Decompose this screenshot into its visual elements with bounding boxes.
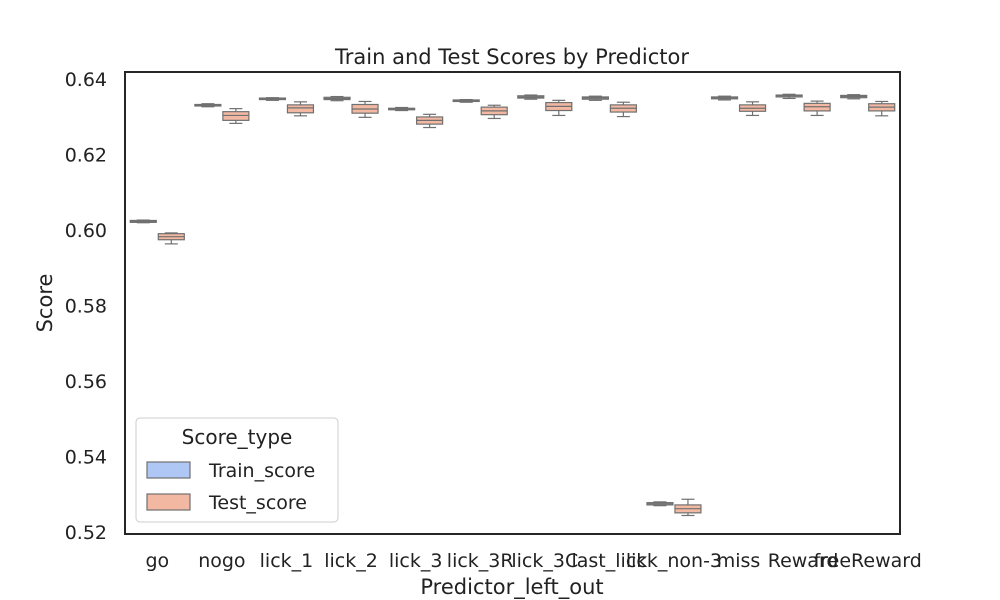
x-tick-label: miss (717, 550, 761, 572)
chart-title: Train and Test Scores by Predictor (334, 45, 689, 69)
box-Train_score-lick_non-3 (646, 501, 674, 507)
legend-swatch-train (146, 461, 191, 479)
legend: Score_type Train_score Test_score (135, 417, 339, 523)
box-body (286, 104, 315, 114)
box-Test_score-nogo (222, 108, 250, 124)
y-tick-label: 0.58 (65, 295, 107, 317)
y-tick-label: 0.56 (65, 371, 107, 393)
x-tick-label: lick_3R (447, 550, 514, 572)
legend-label-test: Test_score (208, 492, 307, 514)
box-Test_score-freeReward (868, 100, 896, 117)
box-Test_score-Reward (803, 100, 831, 117)
box-Test_score-lick_2 (351, 100, 379, 118)
box-Train_score-go (129, 219, 157, 224)
plot-frame (124, 71, 901, 535)
box-Train_score-lick_3 (388, 106, 416, 112)
box-Test_score-lick_1 (286, 101, 315, 117)
box-Test_score-last_lick (609, 101, 637, 118)
box-Test_score-lick_non-3 (674, 498, 702, 517)
box-Train_score-lick_1 (258, 97, 287, 101)
box-Test_score-lick_3 (416, 113, 444, 129)
x-tick-label: go (145, 550, 169, 572)
x-tick-label: lick_2 (324, 550, 378, 572)
x-tick-label: lick_3 (389, 550, 443, 572)
legend-title: Score_type (182, 425, 293, 449)
y-tick-label: 0.54 (65, 447, 107, 469)
box-Test_score-lick_3C (545, 99, 573, 117)
box-Train_score-Reward (775, 93, 803, 100)
y-axis-label: Score (33, 274, 57, 333)
x-tick-label: lick_3C (511, 550, 578, 572)
box-Train_score-freeReward (840, 94, 868, 100)
x-tick-labels: go nogo lick_1 lick_2 lick_3 lick_3Rlick_3Cla… (145, 550, 921, 572)
legend-label-train: Train_score (208, 460, 315, 482)
box-Train_score-last_lick (581, 95, 609, 101)
box-Train_score-miss (710, 95, 739, 101)
legend-swatch-test (146, 493, 191, 511)
box-Test_score-lick_3R (480, 104, 508, 120)
y-tick-label: 0.62 (65, 144, 107, 166)
y-tick-labels: 0.52 0.54 0.56 0.58 0.60 0.62 0.64 (65, 69, 107, 544)
x-tick-label: lick_non-3 (626, 550, 722, 572)
y-tick-label: 0.60 (65, 220, 107, 242)
x-tick-label: nogo (198, 550, 245, 572)
y-tick-label: 0.52 (65, 522, 107, 544)
box-Test_score-go (157, 232, 185, 245)
x-tick-label: Reward (768, 550, 839, 572)
boxes-layer (129, 93, 896, 517)
box-Train_score-lick_3C (517, 94, 545, 100)
box-Train_score-nogo (194, 103, 222, 108)
x-tick-label: lick_1 (260, 550, 314, 572)
box-Train_score-lick_3R (452, 98, 480, 103)
x-tick-label: last_lick (571, 550, 647, 572)
box-Train_score-lick_2 (323, 95, 351, 102)
y-tick-label: 0.64 (65, 69, 107, 91)
x-axis-label: Predictor_left_out (420, 575, 603, 600)
x-tick-label: freeReward (814, 550, 922, 572)
box-Test_score-miss (738, 101, 767, 117)
